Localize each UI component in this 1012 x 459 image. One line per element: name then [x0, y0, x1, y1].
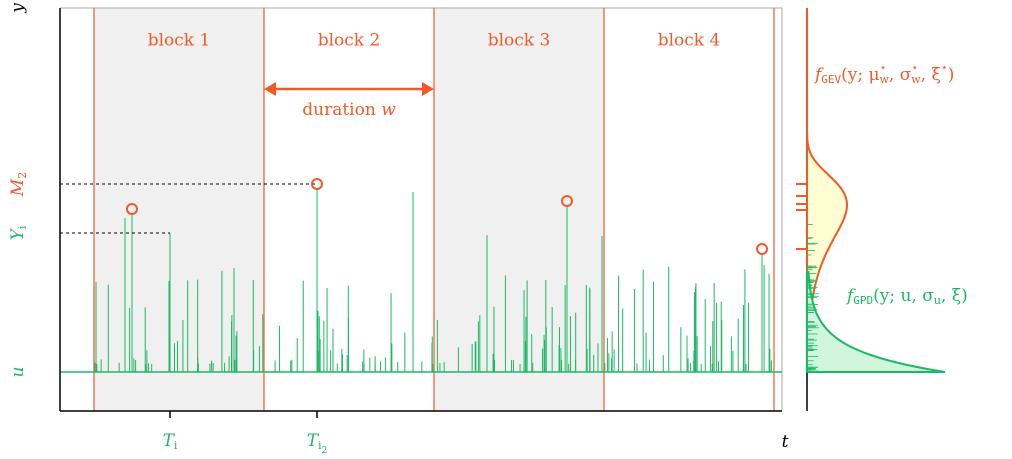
label-part: ⋆: [941, 61, 948, 74]
label-part: ⋆: [911, 61, 918, 74]
label-part: GEV: [821, 73, 841, 86]
duration-label: duration w: [302, 100, 396, 120]
label-part: ⋆: [880, 61, 887, 74]
label-part: , ξ: [921, 65, 941, 85]
label-part: f: [845, 286, 856, 306]
maxima-rug: [796, 183, 807, 250]
label-part: (y; μ: [841, 65, 879, 85]
label-part: i: [174, 439, 178, 452]
rotated-label: Yi: [8, 225, 30, 240]
label-part: i: [16, 225, 29, 229]
label-part: i: [318, 439, 322, 452]
label-part: M: [8, 178, 28, 197]
rug: [807, 224, 819, 373]
yi-label: Yi: [8, 225, 30, 240]
ti2-label: Ti2: [307, 431, 328, 456]
label-part: GPD: [853, 294, 873, 307]
maxima: [126, 178, 768, 255]
t-axis-label: t: [782, 432, 789, 452]
label-part: T: [307, 431, 320, 451]
block-lines: [93, 8, 775, 411]
block-label: block 4: [658, 31, 721, 51]
label-part: w: [381, 100, 396, 120]
label-part: t: [782, 432, 789, 452]
label-part: , ξ): [941, 286, 968, 306]
rotated-label: M2: [8, 172, 30, 197]
ti-label: Ti: [163, 431, 178, 453]
label-part: (y; u, σ: [873, 286, 934, 306]
rotated-label: u: [8, 367, 28, 378]
gpd-label: fGPD(y; u, σu, ξ): [845, 286, 968, 308]
label-part: 2: [16, 172, 29, 179]
label-part: u: [8, 367, 28, 378]
u-label: u: [8, 367, 28, 378]
m2-label: M2: [8, 172, 30, 197]
label-part: , σ: [889, 65, 912, 85]
label-part: Y: [8, 227, 28, 240]
block-label: block 1: [148, 31, 211, 51]
spikes: [93, 189, 772, 372]
label-part: w: [911, 73, 921, 86]
label-part: u: [934, 294, 941, 307]
gev-label: fGEV(y; μ⋆ w, σ⋆ w, ξ⋆): [813, 61, 954, 86]
label-part: y: [8, 3, 28, 14]
label-part: w: [879, 73, 889, 86]
block-label: block 2: [318, 31, 381, 51]
label-part: ): [948, 65, 955, 85]
dashed-guides: [60, 183, 317, 234]
label-part: 2: [322, 446, 328, 456]
duration-arrow: [264, 82, 434, 96]
label-part: T: [163, 431, 176, 451]
label-part: f: [813, 65, 824, 85]
block-label: block 3: [488, 31, 551, 51]
rotated-label: y: [8, 3, 28, 14]
y-axis-label: y: [8, 3, 28, 14]
block-bg: [434, 8, 604, 411]
block-bg: [94, 8, 264, 411]
label-part: duration: [302, 100, 381, 120]
